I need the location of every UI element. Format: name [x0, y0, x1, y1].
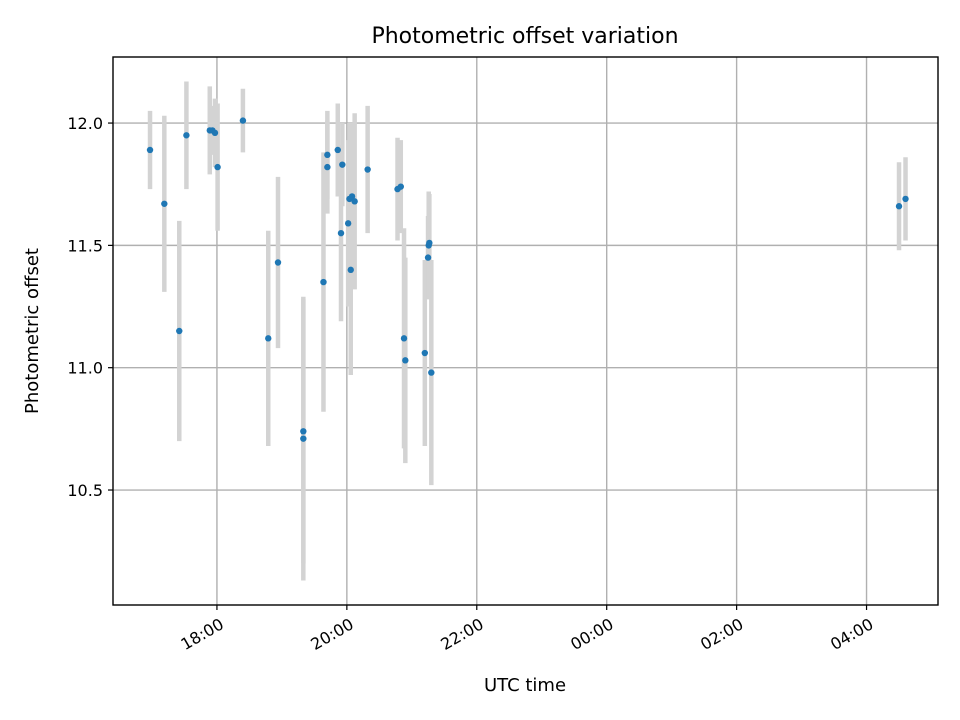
data-point [320, 278, 327, 286]
data-point [324, 163, 331, 171]
y-tick-label: 11.5 [67, 236, 103, 255]
data-point [176, 327, 183, 335]
y-tick-label: 11.0 [67, 359, 103, 378]
data-point [300, 435, 307, 442]
data-point [214, 163, 221, 171]
data-point [402, 357, 409, 364]
data-point [348, 193, 356, 200]
data-point [161, 200, 168, 207]
x-axis-label: UTC time [484, 675, 566, 696]
data-point [324, 151, 331, 159]
data-point [211, 129, 219, 137]
data-point [337, 229, 345, 237]
data-point [300, 428, 307, 435]
data-point [895, 203, 903, 210]
data-point [265, 335, 272, 342]
data-point [902, 195, 909, 203]
y-tick-label: 12.0 [67, 114, 103, 133]
data-point [364, 166, 371, 173]
data-point [351, 198, 358, 205]
y-tick-label: 10.5 [67, 481, 103, 500]
data-point [239, 117, 247, 124]
data-point [146, 146, 154, 154]
plot-frame [112, 56, 939, 606]
data-point [421, 349, 429, 357]
data-point [274, 259, 282, 266]
data-points [146, 117, 909, 442]
data-point [424, 254, 432, 261]
data-point [344, 220, 352, 227]
data-point [397, 183, 404, 190]
y-axis-label: Photometric offset [22, 248, 43, 414]
data-point [428, 369, 435, 376]
chart-title: Photometric offset variation [371, 24, 678, 49]
data-point [183, 132, 190, 139]
data-point [334, 146, 341, 154]
data-point [400, 335, 408, 342]
data-point [339, 161, 346, 168]
data-point [426, 239, 433, 247]
data-point [347, 266, 354, 274]
